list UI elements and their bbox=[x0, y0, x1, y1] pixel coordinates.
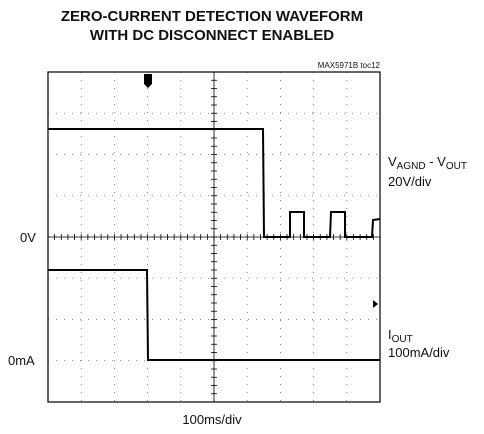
label-part: - V bbox=[426, 154, 447, 169]
chart-title: ZERO-CURRENT DETECTION WAVEFORM bbox=[61, 8, 363, 25]
trigger-marker bbox=[144, 74, 152, 88]
time-scale: 100ms/div bbox=[182, 412, 242, 427]
label-part: V bbox=[388, 154, 397, 169]
voltage-trace bbox=[48, 128, 381, 238]
label-part: I bbox=[388, 327, 392, 342]
label-sub: AGND bbox=[397, 161, 426, 172]
level-marker bbox=[373, 300, 378, 308]
trace-scale: 100mA/div bbox=[388, 345, 450, 360]
zero-label: 0mA bbox=[8, 353, 35, 368]
zero-label: 0V bbox=[20, 230, 36, 245]
figure-id: MAX5971B toc12 bbox=[318, 61, 381, 70]
current-trace bbox=[48, 269, 380, 361]
trace-scale: 20V/div bbox=[388, 174, 432, 189]
grid bbox=[48, 72, 380, 402]
chart-title: WITH DC DISCONNECT ENABLED bbox=[90, 27, 334, 44]
trace-label: VAGND - VOUT bbox=[388, 154, 467, 172]
label-sub: OUT bbox=[446, 161, 467, 172]
label-sub: OUT bbox=[392, 334, 413, 345]
screen-frame bbox=[47, 71, 381, 403]
trace-label: IOUT bbox=[388, 327, 413, 345]
